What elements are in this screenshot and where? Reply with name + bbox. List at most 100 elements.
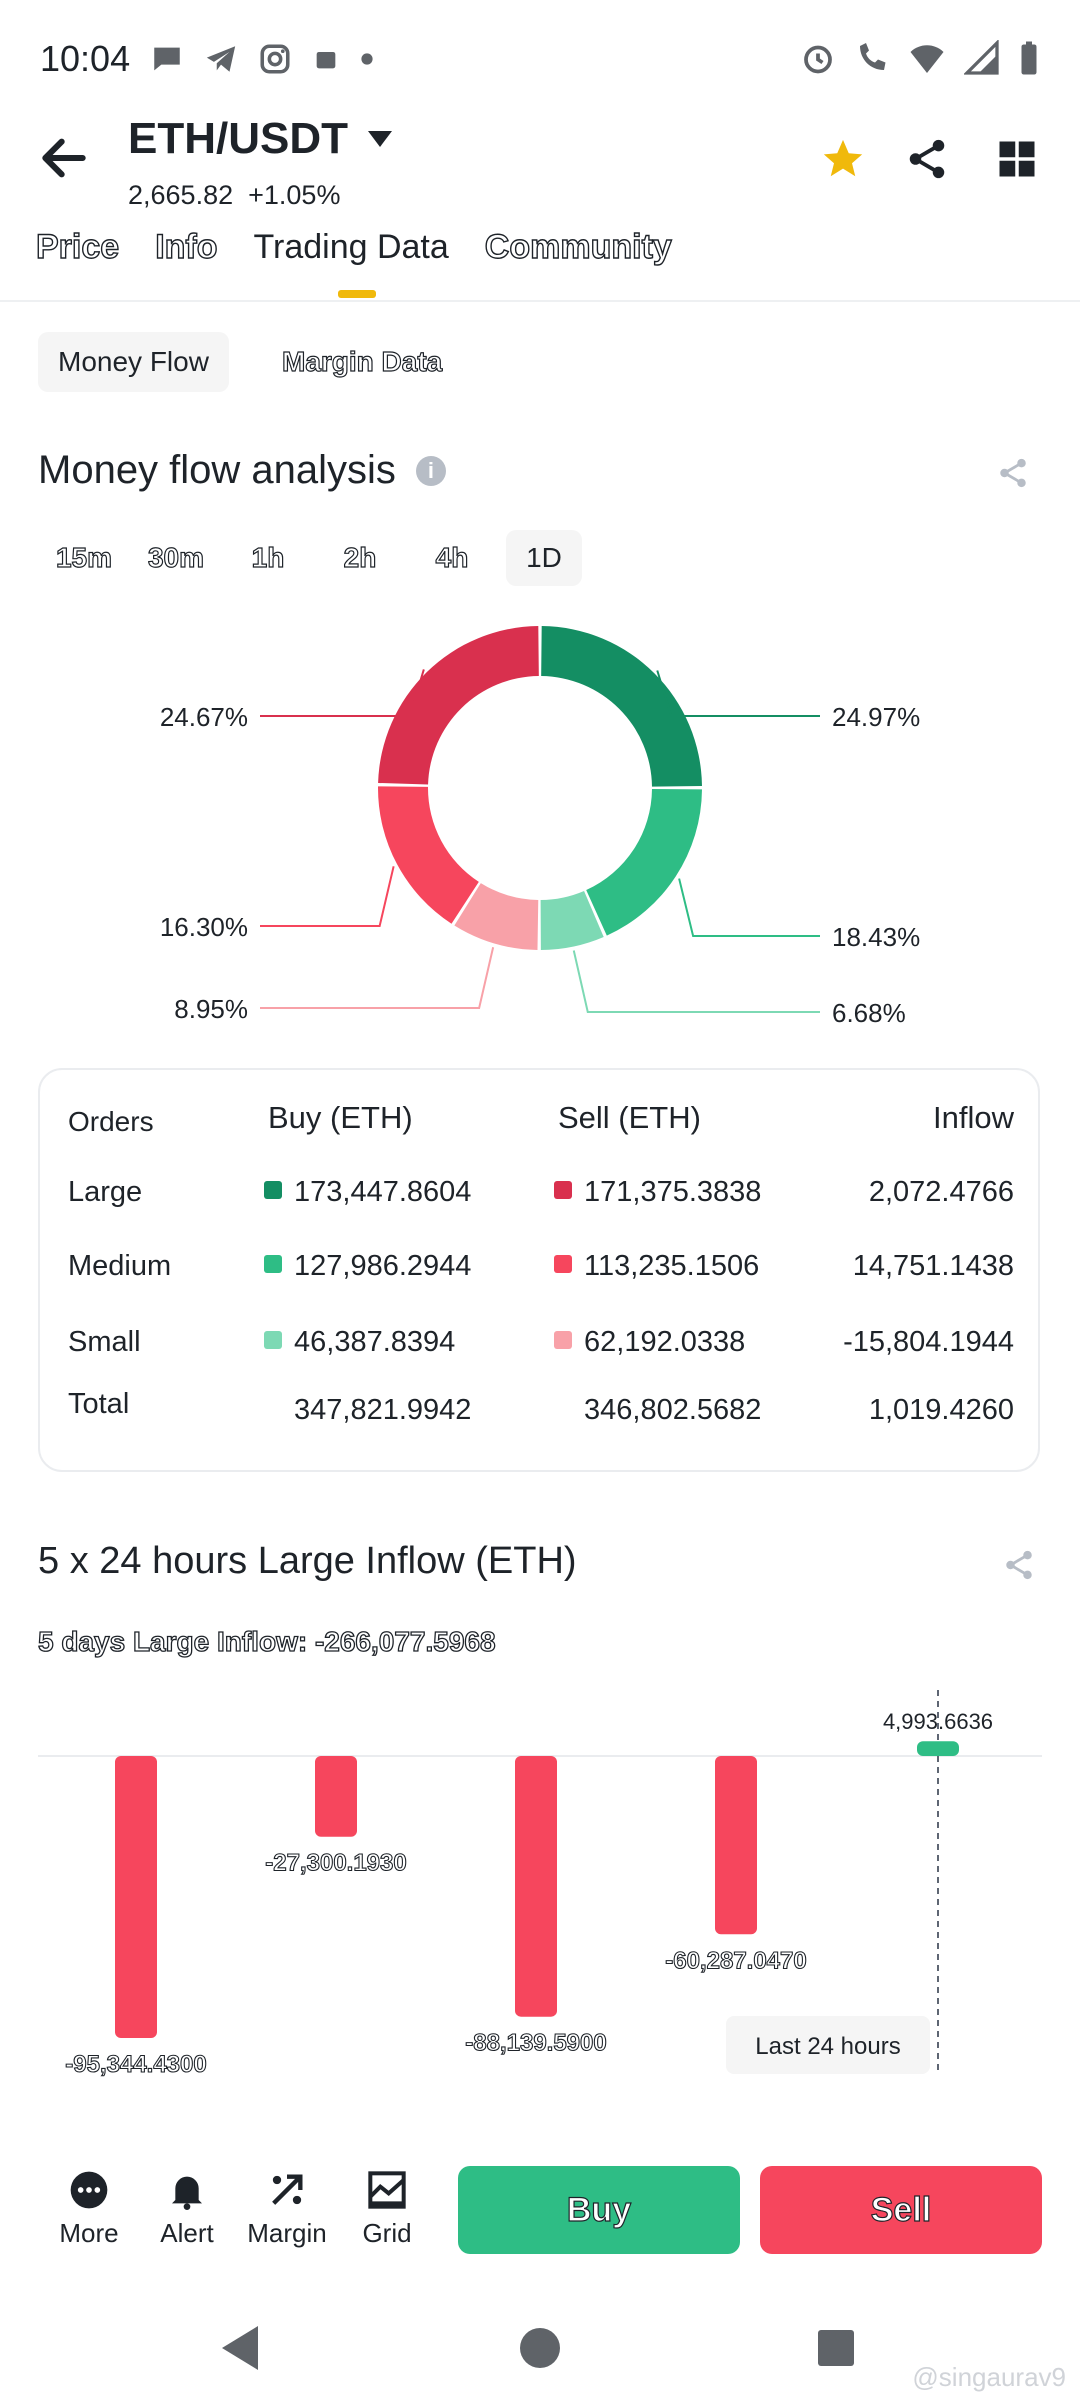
table-row: Large 173,447.8604 171,375.3838 2,072.47… [68,1176,1014,1226]
inflow-bar[interactable] [715,1756,757,1935]
money-flow-donut-chart: 24.97% 18.43% 6.68% 8.95% 16.30% 24.67% [160,626,920,1028]
tooltip-box [726,2016,930,2074]
row-sell: 62,192.0338 [554,1326,745,1359]
donut-slice [541,626,702,787]
status-time: 10:04 [40,38,131,79]
row-sell: 113,235.1506 [554,1250,759,1283]
row-buy-value: 347,821.9942 [294,1394,472,1426]
pair-selector[interactable]: ETH/USDT [128,114,394,164]
nav-margin-label: Margin [247,2218,327,2248]
interval-1h[interactable]: 1h [251,541,285,573]
bar-value-label: 4,993.6636 [883,1709,993,1734]
active-tab-indicator [338,290,376,298]
nav-grid[interactable]: Grid [342,2170,432,2249]
money-flow-heading: Money flow analysis [38,448,396,492]
row-inflow: 2,072.4766 [868,1176,1014,1208]
row-sell: 171,375.3838 [554,1176,761,1209]
interval-selector: 15m 30m 1h 2h 4h 1D [38,530,582,586]
chat-icon [154,47,180,71]
money-flow-share-icon[interactable] [996,456,1030,490]
row-buy-value: 127,986.2944 [294,1250,472,1282]
row-label: Small [68,1326,141,1358]
large-inflow-bar-chart[interactable]: -95,344.4300 -27,300.1930 -88,139.5900 -60,… [0,1690,1080,2090]
interval-30m[interactable]: 30m [147,541,205,573]
subtab-money-flow[interactable]: Money Flow [38,332,229,392]
large-inflow-share-icon[interactable] [1002,1548,1036,1582]
table-row: Total 347,821.9942 346,802.5682 1,019.42… [68,1388,1014,1444]
inflow-bar[interactable] [917,1741,959,1756]
large-buy-swatch [264,1181,282,1199]
bar-value-label: -95,344.4300 [65,2051,206,2078]
donut-leader-line [572,950,820,1013]
interval-4h[interactable]: 4h [435,541,469,573]
donut-leader-line [260,866,395,927]
back-nav-icon[interactable] [222,2326,258,2370]
subtab-margin-data[interactable]: Margin Data [281,345,443,377]
system-status-icons [800,40,1040,76]
inflow-bar[interactable] [515,1756,557,2017]
orders-table-card: Orders Buy (ETH) Sell (ETH) Inflow Large… [38,1068,1040,1472]
sell-button[interactable]: Sell [760,2166,1042,2254]
info-icon[interactable]: i [415,455,446,486]
more-icon [70,2171,108,2209]
back-arrow-icon[interactable] [36,130,92,186]
interval-15m[interactable]: 15m [55,541,113,573]
row-label: Large [68,1176,143,1208]
wifi-icon [910,45,944,73]
row-label: Medium [68,1250,172,1282]
nav-grid-label: Grid [362,2218,412,2248]
recents-nav-icon[interactable] [818,2330,854,2366]
donut-slice [378,626,539,785]
interval-2h[interactable]: 2h [343,541,377,573]
row-inflow: 14,751.1438 [852,1250,1014,1282]
row-sell-value: 113,235.1506 [584,1250,760,1282]
large-sell-swatch [554,1181,572,1199]
wifi-call-icon [860,43,886,70]
share-icon[interactable] [904,136,950,182]
large-inflow-summary: 5 days Large Inflow: -266,077.5968 [37,1625,496,1657]
telegram-icon [206,46,236,72]
bar-value-label: -88,139.5900 [465,2030,606,2057]
tab-community[interactable]: Community [484,227,672,266]
row-label: Total [68,1388,130,1420]
tab-price[interactable]: Price [35,227,120,266]
small-sell-swatch [554,1331,572,1349]
donut-leader-line [656,670,820,717]
watermark: @singaurav9 [912,2362,1066,2392]
tab-trading-data[interactable]: Trading Data [253,228,449,266]
row-buy: 127,986.2944 [264,1250,471,1283]
dot-icon [361,53,373,65]
row-inflow: 1,019.4260 [868,1394,1014,1426]
donut-leader-line [260,947,495,1009]
header-inflow: Inflow [933,1100,1014,1135]
donut-leader-line [260,669,425,717]
bottom-action-bar: More Alert Margin Grid [0,2160,1080,2260]
donut-slice [586,788,702,936]
interval-1d[interactable]: 1D [506,530,582,586]
nav-margin[interactable]: Margin [242,2170,332,2249]
inflow-bar[interactable] [315,1756,357,1837]
buy-button[interactable]: Buy [458,2166,740,2254]
medium-buy-swatch [264,1255,282,1273]
nav-more[interactable]: More [44,2170,134,2249]
row-buy-value: 46,387.8394 [294,1326,456,1358]
header-sell: Sell (ETH) [558,1100,701,1135]
signal-icon [964,40,999,75]
row-buy: 46,387.8394 [264,1326,455,1359]
nav-more-label: More [59,2218,119,2248]
money-flow-title: Money flow analysis i [38,448,446,493]
home-nav-icon[interactable] [520,2328,560,2368]
pair-price-line: 2,665.82 +1.05% [128,180,340,211]
row-buy: 173,447.8604 [264,1176,471,1209]
tab-info[interactable]: Info [154,227,218,266]
donut-percent-label: 6.68% [832,998,906,1028]
inflow-bar[interactable] [115,1756,157,2038]
favorite-star-icon[interactable] [820,136,866,182]
tooltip-label: Last 24 hours [755,2033,900,2060]
header-orders: Orders [68,1106,154,1137]
donut-slice [540,890,604,950]
nav-alert[interactable]: Alert [142,2170,232,2249]
medium-sell-swatch [554,1255,572,1273]
bar-value-label: -27,300.1930 [265,1850,406,1877]
grid-menu-icon[interactable] [996,138,1038,180]
